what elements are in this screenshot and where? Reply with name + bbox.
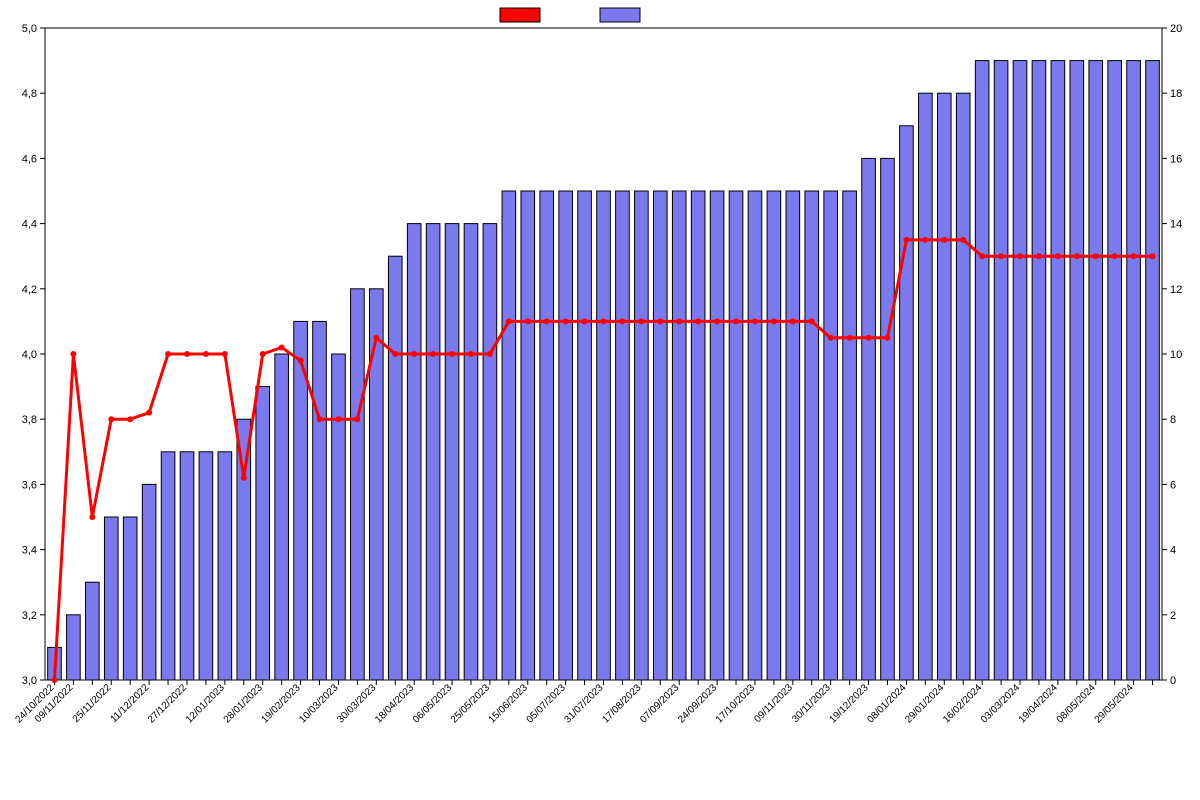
- svg-text:18: 18: [1170, 88, 1182, 100]
- svg-text:4,2: 4,2: [22, 284, 37, 296]
- svg-text:4,8: 4,8: [22, 88, 37, 100]
- svg-text:5,0: 5,0: [22, 23, 37, 35]
- svg-text:8: 8: [1170, 414, 1176, 426]
- svg-text:14: 14: [1170, 219, 1182, 231]
- combo-chart: 3,0 3,2 3,4 3,6 3,8 4,0 4,2 4,4 4,6 4,8 5,0 0 2 4 6 8 10…: [0, 0, 1200, 800]
- svg-text:3,4: 3,4: [22, 545, 37, 557]
- svg-text:4,0: 4,0: [22, 349, 37, 361]
- svg-text:4: 4: [1170, 545, 1176, 557]
- svg-text:16: 16: [1170, 153, 1182, 165]
- svg-text:3,6: 3,6: [22, 479, 37, 491]
- svg-text:3,8: 3,8: [22, 414, 37, 426]
- chart-svg: 3,0 3,2 3,4 3,6 3,8 4,0 4,2 4,4 4,6 4,8 5,0 0 2 4 6 8 10…: [0, 0, 1200, 800]
- svg-text:3,2: 3,2: [22, 610, 37, 622]
- svg-text:0: 0: [1170, 675, 1176, 687]
- svg-text:20: 20: [1170, 23, 1182, 35]
- svg-text:10: 10: [1170, 349, 1182, 361]
- svg-text:4,4: 4,4: [22, 219, 37, 231]
- svg-text:2: 2: [1170, 610, 1176, 622]
- svg-text:12: 12: [1170, 284, 1182, 296]
- svg-text:4,6: 4,6: [22, 153, 37, 165]
- svg-text:6: 6: [1170, 479, 1176, 491]
- svg-text:3,0: 3,0: [22, 675, 37, 687]
